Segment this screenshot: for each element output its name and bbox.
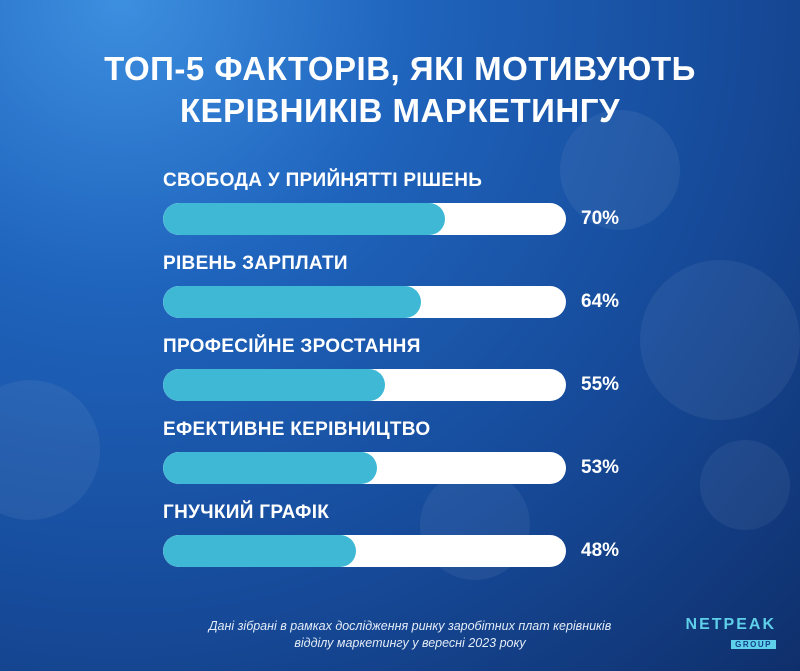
bar-category-label: ПРОФЕСІЙНЕ ЗРОСТАННЯ (163, 336, 421, 357)
footnote-line-1: Дані зібрані в рамках дослідження ринку … (208, 619, 612, 633)
bar-track (163, 452, 566, 484)
bar-value-label: 53% (581, 457, 620, 478)
logo-subtitle: GROUP (731, 640, 776, 649)
bar (163, 203, 445, 235)
bar-track (163, 286, 566, 318)
bar (163, 369, 385, 401)
bar-category-label: РІВЕНЬ ЗАРПЛАТИ (163, 253, 348, 274)
bar-value-label: 70% (581, 208, 620, 229)
footnote-line-2: відділу маркетингу у вересні 2023 року (294, 636, 526, 650)
logo-wordmark: NETPEAK (685, 616, 776, 633)
bar (163, 452, 377, 484)
bar-category-label: СВОБОДА У ПРИЙНЯТТІ РІШЕНЬ (163, 170, 483, 191)
bar-track (163, 535, 566, 567)
bar-track (163, 369, 566, 401)
chart-title-line-2: КЕРІВНИКІВ МАРКЕТИНГУ (180, 92, 620, 129)
chart-title: ТОП-5 ФАКТОРІВ, ЯКІ МОТИВУЮТЬ КЕРІВНИКІВ… (0, 48, 800, 132)
chart-title-line-1: ТОП-5 ФАКТОРІВ, ЯКІ МОТИВУЮТЬ (104, 50, 696, 87)
netpeak-logo: NETPEAK GROUP (686, 616, 776, 652)
bar (163, 535, 356, 567)
bar-value-label: 55% (581, 374, 620, 395)
bar-value-label: 64% (581, 291, 620, 312)
bar-track (163, 203, 566, 235)
bar-category-label: ЕФЕКТИВНЕ КЕРІВНИЦТВО (163, 419, 431, 440)
footnote: Дані зібрані в рамках дослідження ринку … (160, 618, 660, 652)
bar (163, 286, 421, 318)
bar-value-label: 48% (581, 540, 620, 561)
bar-category-label: ГНУЧКИЙ ГРАФІК (163, 502, 330, 523)
